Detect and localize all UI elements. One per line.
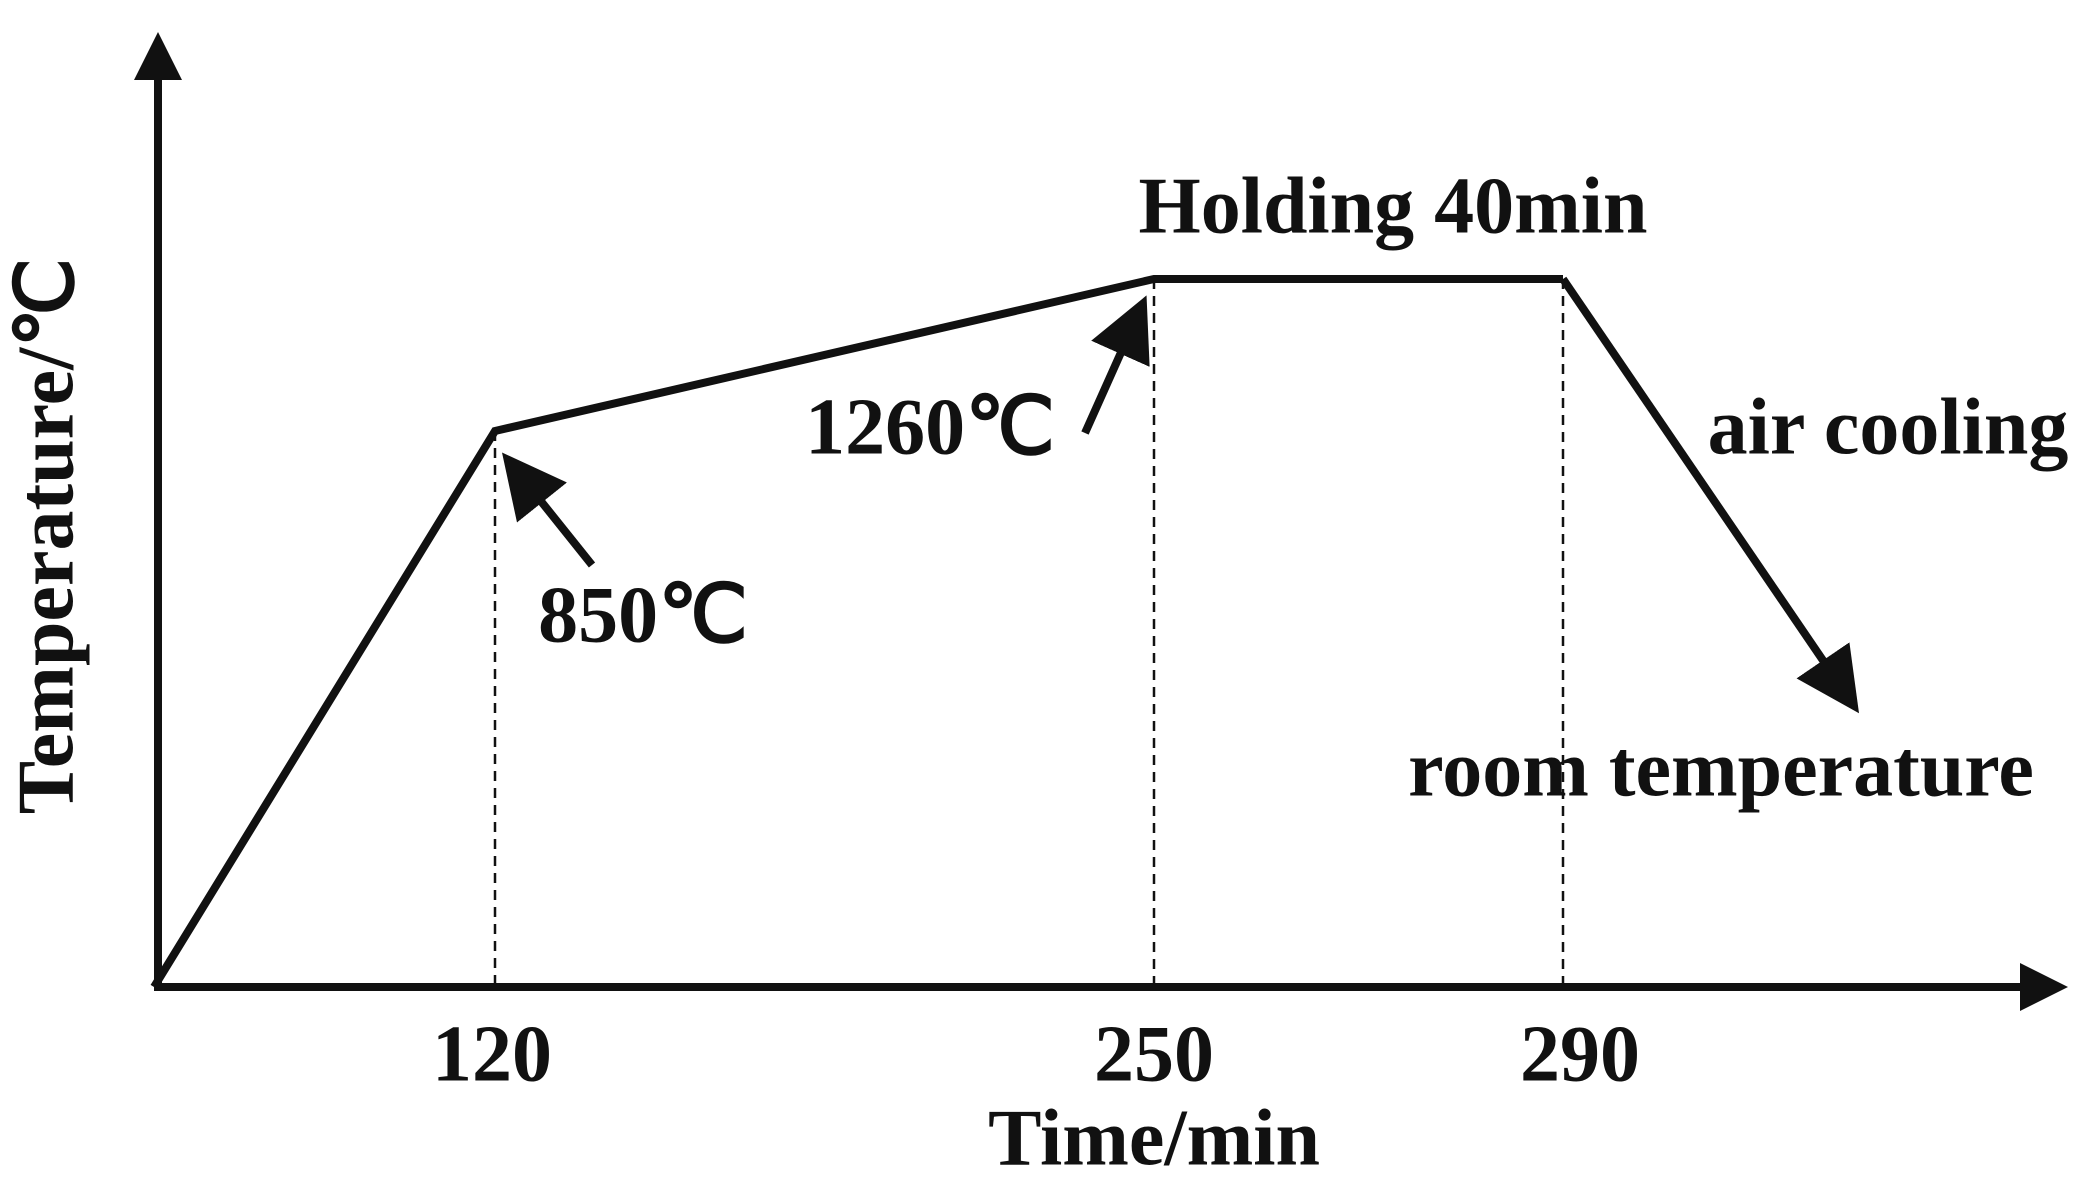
x-axis-label: Time/min: [988, 1094, 1320, 1182]
annotation: 1260℃: [805, 383, 1055, 471]
time-mark: 250: [1094, 1010, 1214, 1098]
cooling-arrow: [1559, 276, 1860, 714]
pointer-arrow: [1081, 295, 1150, 435]
pointer-arrow: [502, 452, 596, 568]
annotation: room temperature: [1408, 725, 2034, 813]
annotation: 850℃: [538, 571, 748, 659]
process-curve: [150, 275, 1563, 990]
y-axis-label: Temperature/℃: [2, 258, 90, 814]
time-mark: 120: [432, 1010, 552, 1098]
time-mark: 290: [1520, 1010, 1640, 1098]
annotation: Holding 40min: [1138, 162, 1647, 250]
annotation: air cooling: [1708, 383, 2069, 471]
